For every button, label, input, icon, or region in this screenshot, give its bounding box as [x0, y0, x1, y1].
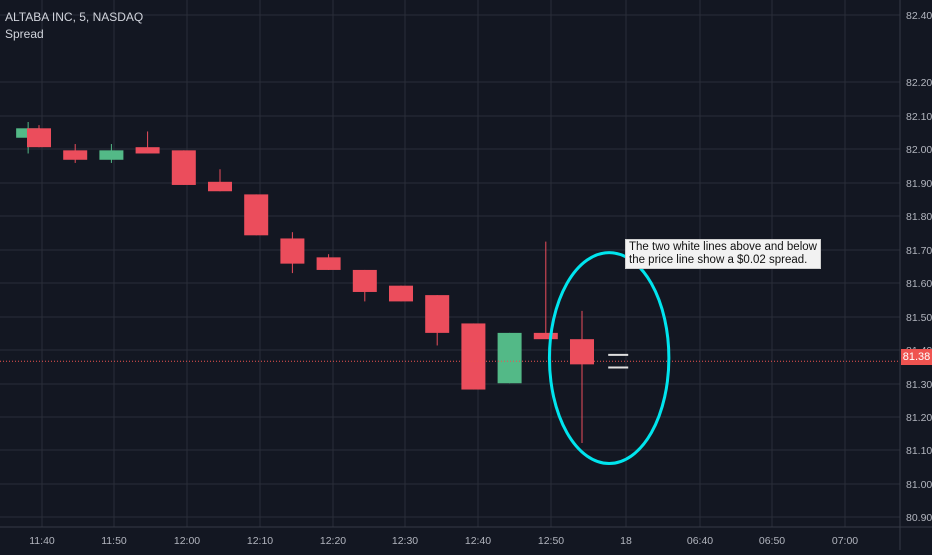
price-tick-label: 81.70 [906, 245, 932, 257]
candle-body-down [461, 323, 486, 390]
price-tick-label: 82.20 [906, 77, 932, 89]
candle-body-down [27, 128, 51, 148]
price-tick-label: 81.20 [906, 412, 932, 424]
candle-body-down [570, 339, 594, 365]
price-tick-label: 81.80 [906, 211, 932, 223]
time-tick-label: 07:00 [832, 535, 858, 547]
price-tick-label: 81.00 [906, 479, 932, 491]
candle-body-up [99, 150, 124, 160]
candle-body-down [135, 147, 160, 154]
price-tick-label: 81.90 [906, 178, 932, 190]
time-tick-label: 12:30 [392, 535, 418, 547]
chart-annotation: The two white lines above and below the … [625, 239, 821, 269]
candle-body-down [425, 295, 450, 333]
time-tick-label: 12:40 [465, 535, 491, 547]
price-tick-label: 82.00 [906, 144, 932, 156]
annotation-line: the price line show a $0.02 spread. [629, 254, 808, 266]
candle-body-down [389, 285, 413, 302]
price-tick-label: 81.50 [906, 312, 932, 324]
indicator-name: Spread [5, 27, 44, 41]
time-tick-label: 18 [620, 535, 632, 547]
time-tick-label: 12:50 [538, 535, 564, 547]
candle-body-down [533, 332, 558, 340]
time-tick-label: 06:50 [759, 535, 785, 547]
candle-body-down [280, 238, 305, 264]
time-tick-label: 12:20 [320, 535, 346, 547]
price-tick-label: 80.90 [906, 512, 932, 524]
price-tick-label: 81.10 [906, 445, 932, 457]
annotation-line: The two white lines above and below [629, 241, 817, 253]
candle-body-down [208, 181, 232, 192]
current-price-label: 81.38 [901, 349, 932, 365]
time-tick-label: 12:10 [247, 535, 273, 547]
candle-body-down [171, 150, 196, 185]
price-tick-label: 81.60 [906, 278, 932, 290]
price-tick-label: 82.10 [906, 111, 932, 123]
time-tick-label: 11:50 [101, 535, 127, 547]
time-tick-label: 11:40 [29, 535, 55, 547]
candle-body-down [352, 269, 377, 292]
highlight-ellipse [547, 251, 671, 465]
candle-body-down [316, 257, 341, 270]
candle-body-up [497, 332, 522, 384]
symbol-title: ALTABA INC, 5, NASDAQ [5, 10, 144, 24]
time-tick-label: 12:00 [174, 535, 200, 547]
price-tick-label: 82.40 [906, 10, 932, 22]
chart-legend: ALTABA INC, 5, NASDAQ Spread [5, 9, 143, 43]
time-tick-label: 06:40 [687, 535, 713, 547]
candle-body-down [244, 194, 269, 236]
candle-body-down [63, 150, 88, 160]
price-tick-label: 81.30 [906, 379, 932, 391]
